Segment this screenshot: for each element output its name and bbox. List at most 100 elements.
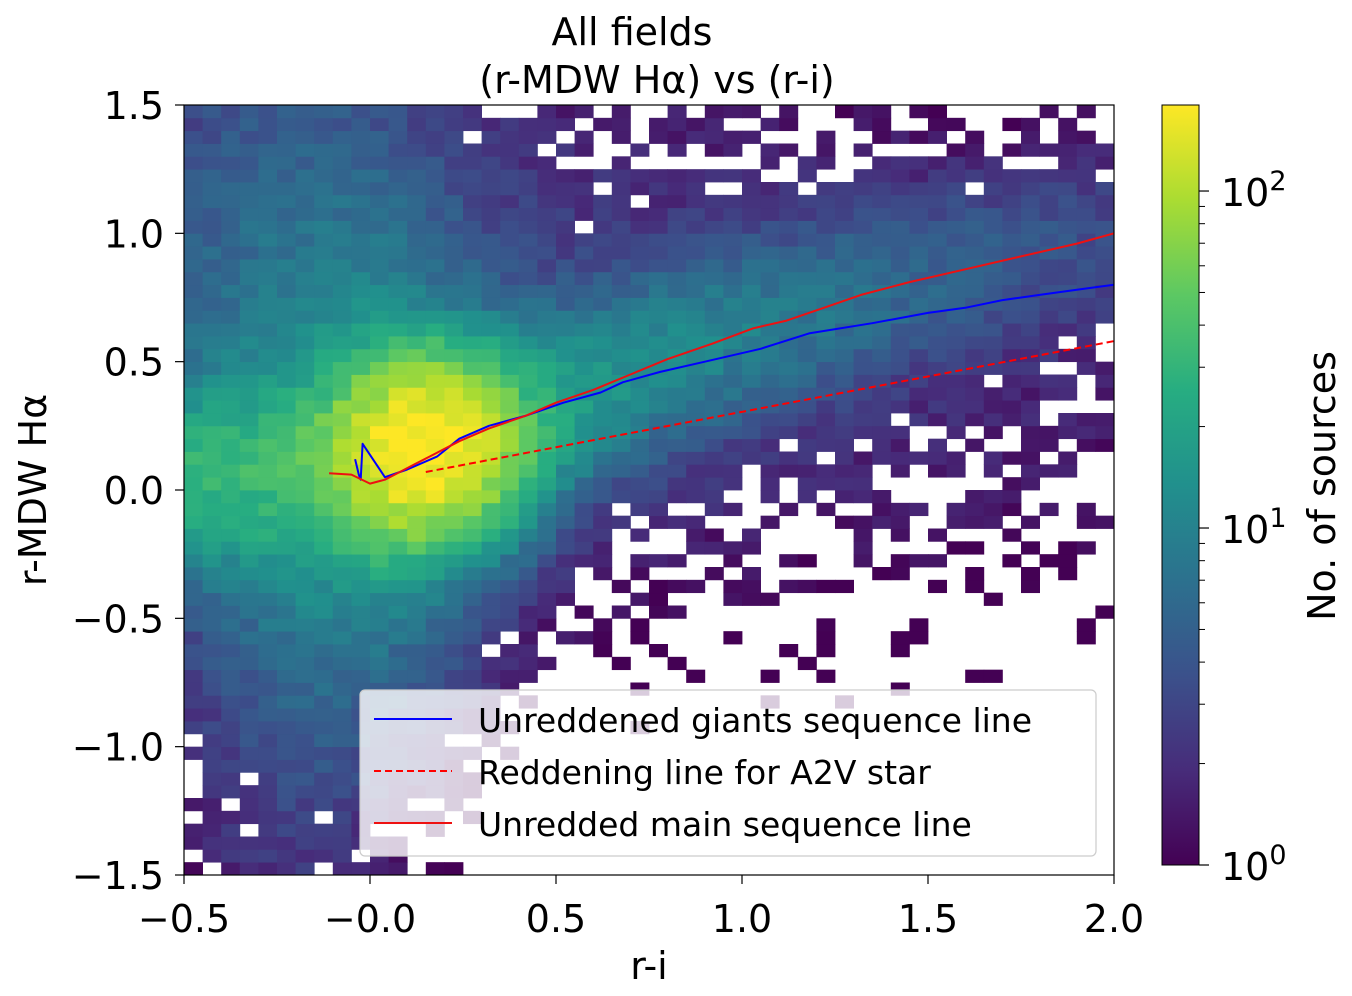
heatmap-cell — [370, 605, 389, 619]
heatmap-cell — [518, 490, 538, 504]
heatmap-cell — [500, 592, 520, 606]
heatmap-cell — [704, 194, 724, 209]
heatmap-cell — [184, 746, 203, 760]
heatmap-cell — [407, 271, 427, 286]
heatmap-cell — [983, 246, 1003, 260]
heatmap-cell — [370, 656, 389, 671]
heatmap-cell — [779, 464, 799, 478]
heatmap-cell — [556, 182, 575, 196]
y-tick-label: −1.5 — [72, 854, 164, 898]
heatmap-cell — [239, 464, 259, 478]
heatmap-cell — [667, 284, 687, 298]
heatmap-cell — [351, 490, 371, 504]
y-tick-label: 0.5 — [104, 341, 164, 385]
heatmap-cell — [946, 284, 966, 298]
heatmap-cell — [277, 567, 296, 581]
heatmap-cell — [277, 669, 296, 683]
heatmap-cell — [202, 194, 222, 209]
heatmap-cell — [704, 502, 724, 517]
heatmap-cell — [370, 374, 389, 388]
heatmap-cell — [314, 117, 334, 132]
heatmap-cell — [425, 284, 445, 298]
heatmap-cell — [742, 451, 761, 465]
heatmap-cell — [816, 284, 836, 298]
heatmap-cell — [556, 323, 575, 337]
heatmap-cell — [202, 207, 222, 221]
heatmap-cell — [295, 772, 315, 786]
heatmap-cell — [184, 220, 203, 234]
heatmap-cell — [425, 297, 445, 311]
heatmap-cell — [983, 323, 1003, 337]
heatmap-cell — [630, 477, 650, 491]
heatmap-cell — [723, 105, 743, 119]
heatmap-cell — [872, 567, 892, 581]
heatmap-cell — [1058, 220, 1078, 234]
heatmap-cell — [574, 425, 594, 440]
heatmap-cell — [649, 310, 668, 324]
heatmap-cell — [965, 387, 985, 401]
heatmap-cell — [425, 579, 445, 594]
heatmap-cell — [518, 336, 538, 350]
heatmap-cell — [277, 746, 296, 760]
heatmap-cell — [295, 708, 315, 722]
heatmap-cell — [1095, 284, 1114, 298]
heatmap-cell — [444, 220, 464, 234]
heatmap-cell — [202, 259, 222, 273]
heatmap-cell — [295, 233, 315, 247]
heatmap-cell — [816, 336, 836, 350]
heatmap-cell — [239, 605, 259, 619]
heatmap-cell — [704, 117, 724, 132]
heatmap-cell — [184, 528, 203, 542]
heatmap-cell — [853, 310, 873, 324]
heatmap-cell — [816, 143, 836, 157]
heatmap-cell — [797, 425, 817, 440]
heatmap-cell — [816, 400, 836, 414]
heatmap-cell — [574, 207, 594, 221]
heatmap-cell — [909, 451, 929, 465]
heatmap-cell — [184, 284, 203, 298]
heatmap-cell — [946, 541, 966, 555]
heatmap-cell — [481, 143, 501, 157]
heatmap-cell — [351, 117, 371, 132]
heatmap-cell — [537, 451, 557, 465]
heatmap-cell — [742, 284, 761, 298]
heatmap-cell — [239, 592, 259, 606]
heatmap-cell — [518, 631, 538, 645]
heatmap-cell — [444, 528, 464, 542]
heatmap-cell — [444, 284, 464, 298]
x-tick-label: −0.5 — [138, 897, 230, 941]
heatmap-cell — [258, 515, 278, 529]
heatmap-cell — [928, 579, 947, 594]
heatmap-cell — [983, 207, 1003, 221]
heatmap-cell — [295, 259, 315, 273]
heatmap-cell — [388, 156, 408, 170]
heatmap-cell — [202, 502, 222, 517]
heatmap-cell — [909, 297, 929, 311]
heatmap-cell — [556, 194, 575, 209]
heatmap-cell — [835, 259, 854, 273]
heatmap-cell — [202, 644, 222, 658]
heatmap-cell — [221, 182, 241, 196]
heatmap-cell — [258, 695, 278, 709]
heatmap-cell — [630, 297, 650, 311]
heatmap-cell — [388, 413, 408, 427]
heatmap-cell — [388, 323, 408, 337]
heatmap-cell — [1058, 541, 1078, 555]
heatmap-cell — [928, 259, 947, 273]
heatmap-cell — [611, 207, 631, 221]
heatmap-cell — [611, 361, 631, 375]
heatmap-cell — [221, 336, 241, 350]
heatmap-cell — [797, 361, 817, 375]
heatmap-cell — [518, 348, 538, 363]
heatmap-cell — [928, 464, 947, 478]
heatmap-cell — [835, 336, 854, 350]
heatmap-cell — [258, 708, 278, 722]
heatmap-cell — [351, 169, 371, 183]
heatmap-cell — [444, 297, 464, 311]
heatmap-cell — [277, 477, 296, 491]
heatmap-cell — [537, 361, 557, 375]
heatmap-cell — [890, 336, 910, 350]
heatmap-cell — [1039, 464, 1059, 478]
heatmap-cell — [314, 618, 334, 632]
